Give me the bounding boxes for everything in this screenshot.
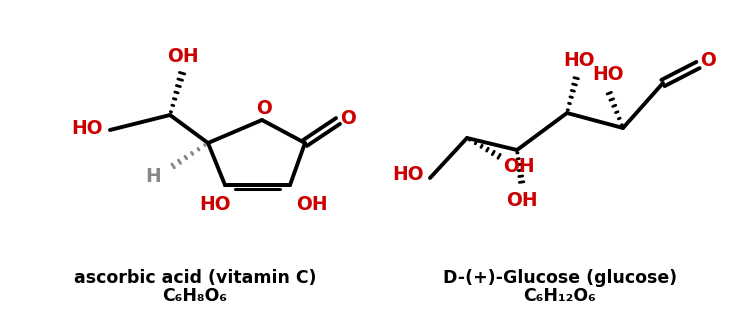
Text: HO: HO — [71, 119, 103, 137]
Text: OH: OH — [167, 47, 199, 65]
Text: HO: HO — [563, 50, 595, 69]
Text: OH: OH — [506, 191, 538, 209]
Text: C₆H₁₂O₆: C₆H₁₂O₆ — [524, 287, 596, 305]
Text: O: O — [700, 52, 716, 70]
Text: D-(+)-Glucose (glucose): D-(+)-Glucose (glucose) — [443, 269, 677, 287]
Text: ascorbic acid (vitamin C): ascorbic acid (vitamin C) — [74, 269, 316, 287]
Text: HO: HO — [200, 196, 231, 214]
Text: HO: HO — [592, 65, 624, 85]
Text: O: O — [340, 109, 356, 127]
Text: OH: OH — [296, 196, 328, 214]
Text: O: O — [256, 99, 272, 117]
Text: OH: OH — [503, 156, 535, 176]
Text: H: H — [146, 167, 160, 186]
Text: C₆H₈O₆: C₆H₈O₆ — [163, 287, 227, 305]
Text: HO: HO — [392, 166, 424, 184]
